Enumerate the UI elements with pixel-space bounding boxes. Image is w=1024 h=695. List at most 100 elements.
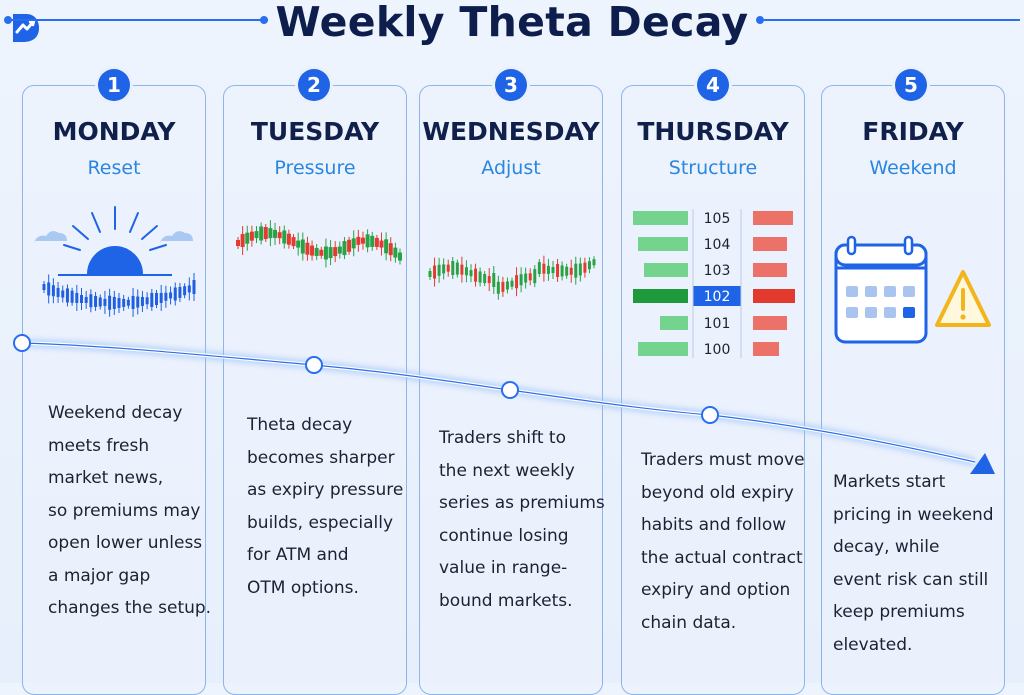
- candle: [446, 264, 450, 272]
- candle: [310, 245, 315, 256]
- candle: [240, 234, 245, 248]
- candle: [587, 261, 591, 270]
- candle: [542, 263, 546, 274]
- chain-row: 101: [660, 316, 787, 332]
- candle: [70, 290, 74, 303]
- title-dot: [260, 16, 268, 24]
- candle: [388, 243, 393, 256]
- candle: [370, 235, 375, 247]
- day-subtitle: Pressure: [274, 157, 356, 179]
- candle: [323, 246, 328, 260]
- title-dot-left: [4, 16, 12, 24]
- day-card-friday: [821, 85, 1005, 695]
- candle: [515, 275, 519, 289]
- candle: [103, 298, 107, 306]
- candle: [384, 239, 389, 254]
- candle: [478, 271, 482, 283]
- candle: [89, 294, 93, 308]
- candle: [192, 280, 196, 294]
- day-subtitle: Weekend: [869, 157, 957, 179]
- day-subtitle: Adjust: [481, 157, 541, 179]
- candle: [437, 264, 441, 276]
- curve-node: [305, 356, 323, 374]
- candle: [155, 293, 158, 305]
- candle: [47, 282, 51, 296]
- candle: [164, 292, 168, 301]
- candle: [291, 237, 296, 247]
- candle: [268, 228, 273, 239]
- title-rule-right: [764, 19, 1020, 21]
- candle: [277, 232, 282, 239]
- candle: [282, 230, 287, 244]
- candle: [379, 240, 384, 248]
- candle: [117, 298, 121, 308]
- candle: [51, 285, 55, 297]
- candle: [474, 268, 478, 282]
- title-dot: [756, 16, 764, 24]
- candle: [305, 242, 310, 255]
- calendar-icon: [834, 235, 928, 344]
- candle: [510, 280, 514, 287]
- strike-price: 102: [704, 289, 731, 305]
- candle: [351, 238, 356, 249]
- day-description: Traders must move beyond old expiry habits…: [641, 450, 805, 633]
- step-badge-3: 3: [495, 69, 527, 101]
- candle: [546, 265, 550, 274]
- candle: [159, 292, 163, 303]
- step-badge-4: 4: [697, 69, 729, 101]
- candle: [524, 273, 528, 283]
- step-badge-2: 2: [298, 69, 330, 101]
- day-description: Theta decay becomes sharper as expiry pres…: [247, 415, 404, 598]
- candle: [94, 295, 98, 307]
- candle: [537, 262, 541, 275]
- candle: [98, 297, 102, 307]
- candle: [492, 272, 496, 287]
- candle: [569, 267, 573, 275]
- blue-candles-icon: [42, 273, 196, 317]
- header: Weekly Theta Decay: [0, 0, 1024, 46]
- candle: [574, 263, 578, 278]
- candle: [333, 247, 338, 257]
- candle: [501, 281, 505, 292]
- candle: [300, 239, 305, 254]
- candle: [328, 247, 333, 259]
- candle: [108, 295, 112, 310]
- curve-node: [501, 381, 519, 399]
- candle: [469, 270, 473, 277]
- candle: [84, 296, 88, 303]
- day-description: Weekend decay meets fresh market news, so p…: [48, 403, 212, 618]
- title-rule-left: [10, 19, 268, 21]
- candle: [451, 261, 455, 276]
- day-title: TUESDAY: [250, 117, 380, 146]
- candle: [464, 267, 468, 276]
- candle: [393, 247, 398, 258]
- chain-row: 100: [638, 342, 779, 358]
- candle: [122, 298, 126, 307]
- candle: [183, 286, 187, 296]
- day-subtitle: Reset: [87, 157, 141, 179]
- strike-price: 104: [704, 237, 731, 253]
- candle: [460, 264, 464, 275]
- day-description: Traders shift to the next weekly series as…: [439, 428, 605, 611]
- candle: [187, 285, 191, 293]
- candle: [483, 274, 487, 284]
- candle: [169, 292, 173, 299]
- candle: [565, 266, 569, 276]
- candle: [347, 239, 352, 252]
- day-title: THURSDAY: [637, 117, 789, 146]
- candle: [150, 292, 154, 307]
- warning-icon: [935, 270, 991, 327]
- candle: [245, 232, 250, 244]
- candle: [42, 284, 46, 290]
- step-badge-1: 1: [98, 69, 130, 101]
- candle: [496, 281, 500, 294]
- candle: [455, 262, 459, 275]
- candle: [61, 290, 65, 298]
- candle: [273, 229, 278, 238]
- day-title: FRIDAY: [862, 117, 964, 146]
- candlestick-chart-icon: [428, 255, 596, 300]
- candle: [65, 288, 69, 303]
- candle: [560, 265, 564, 277]
- candle: [398, 252, 402, 261]
- candle: [442, 264, 446, 274]
